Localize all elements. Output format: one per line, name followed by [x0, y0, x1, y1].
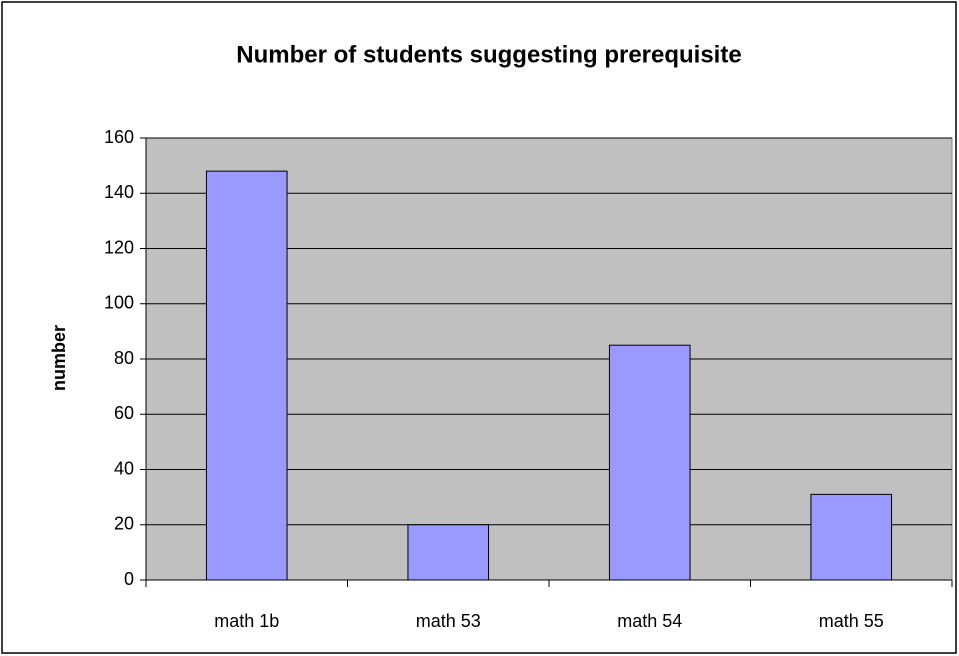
bar [205, 170, 288, 581]
y-axis-label: number [49, 325, 69, 391]
x-tick-label: math 1b [214, 611, 279, 631]
y-tick-label: 80 [114, 348, 134, 368]
y-tick-label: 0 [124, 569, 134, 589]
bar [810, 493, 893, 581]
chart-title: Number of students suggesting prerequisi… [236, 41, 741, 68]
bar [608, 344, 691, 581]
y-tick-label: 140 [104, 182, 134, 202]
y-tick-label: 160 [104, 127, 134, 147]
y-tick-label: 20 [114, 514, 134, 534]
y-tick-label: 40 [114, 458, 134, 478]
y-tick-label: 100 [104, 293, 134, 313]
x-tick-label: math 55 [819, 611, 884, 631]
y-tick-label: 120 [104, 237, 134, 257]
y-tick-label: 60 [114, 403, 134, 423]
bar [407, 524, 490, 581]
x-tick-label: math 53 [416, 611, 481, 631]
x-tick-label: math 54 [617, 611, 682, 631]
